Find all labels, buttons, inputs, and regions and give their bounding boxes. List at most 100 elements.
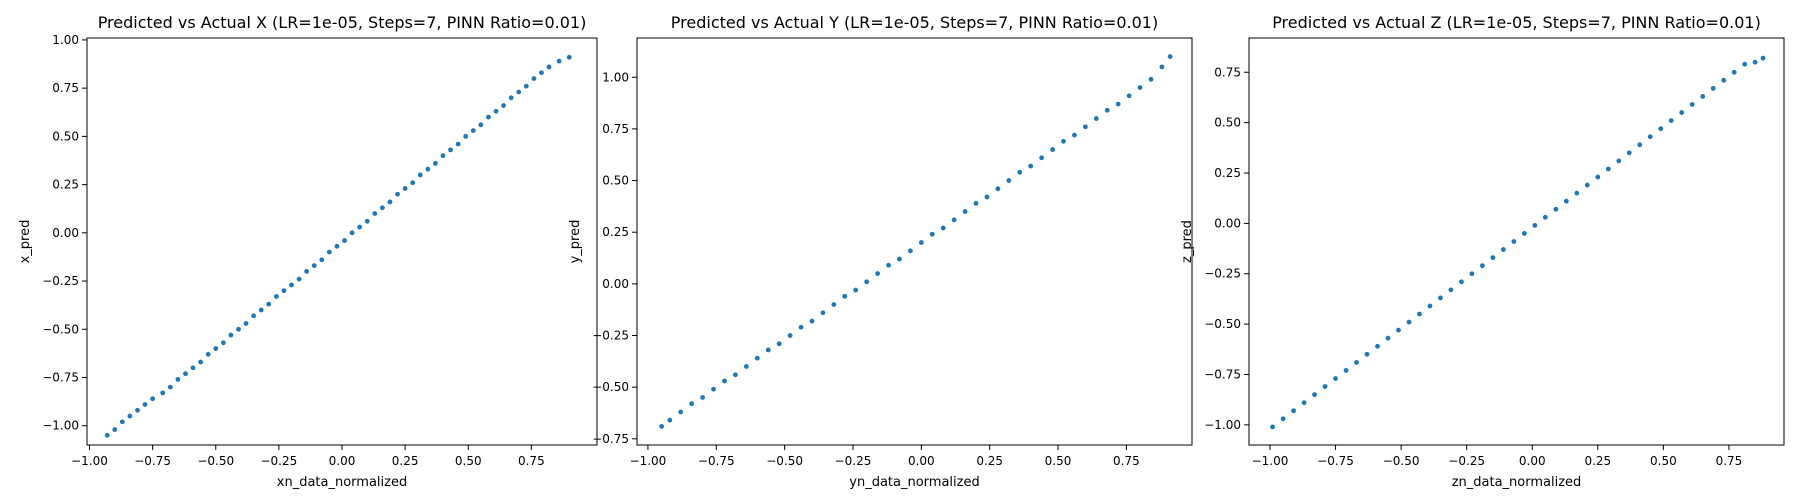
data-point	[1343, 368, 1349, 373]
data-point	[213, 346, 219, 351]
data-point	[951, 217, 957, 223]
data-point	[1333, 376, 1338, 381]
data-point	[1553, 206, 1559, 212]
data-point	[1280, 416, 1286, 422]
y-tick-label: −0.75	[592, 432, 629, 446]
y-tick-label: 1.00	[602, 70, 629, 84]
y-tick-label: −0.50	[1204, 317, 1241, 331]
data-point	[463, 133, 469, 139]
data-point	[1270, 424, 1275, 430]
data-point	[809, 318, 815, 324]
data-point	[448, 147, 453, 153]
data-point	[1427, 303, 1433, 309]
x-tick-label: −0.25	[835, 454, 872, 468]
x-tick-label: −0.75	[1317, 454, 1354, 468]
data-point	[1148, 76, 1154, 82]
x-tick-label: −0.50	[766, 454, 803, 468]
data-point	[319, 257, 325, 263]
data-point	[175, 377, 181, 382]
data-point	[733, 372, 738, 378]
data-point	[1490, 255, 1496, 261]
data-point	[372, 211, 378, 216]
data-point	[1438, 295, 1443, 301]
data-point	[1721, 77, 1727, 83]
y-axis-label: y_pred	[568, 220, 583, 264]
data-point	[486, 114, 491, 120]
x-tick-label: 0.50	[455, 454, 482, 468]
data-point	[357, 224, 363, 230]
data-point	[1396, 327, 1401, 333]
data-point	[326, 249, 332, 255]
data-point	[1312, 392, 1317, 398]
data-point	[478, 122, 484, 128]
plot-frame	[86, 37, 598, 446]
data-point	[1584, 182, 1590, 188]
data-point	[787, 333, 793, 338]
data-point	[236, 326, 241, 332]
data-point	[1542, 214, 1548, 220]
data-point	[1700, 94, 1706, 99]
data-point	[1406, 319, 1412, 325]
x-tick-label: 0.50	[1650, 454, 1677, 468]
y-tick-label: 1.00	[52, 33, 79, 47]
data-point	[470, 128, 476, 133]
data-point	[243, 321, 249, 326]
x-axis-label: zn_data_normalized	[1452, 475, 1582, 490]
y-tick-label: 0.50	[602, 174, 629, 188]
data-point	[1647, 134, 1653, 140]
data-point	[798, 324, 804, 330]
x-tick-label: −1.00	[1252, 454, 1289, 468]
chart-title: Predicted vs Actual Z (LR=1e-05, Steps=7…	[1272, 13, 1761, 32]
data-point	[228, 332, 234, 338]
data-point	[566, 54, 572, 60]
data-point	[1480, 263, 1485, 269]
data-point	[1469, 271, 1475, 277]
data-point	[425, 166, 431, 172]
data-point	[135, 407, 140, 413]
data-point	[1364, 351, 1370, 357]
data-point	[831, 302, 837, 307]
data-point	[962, 209, 968, 214]
data-point	[743, 364, 749, 369]
data-point	[493, 108, 499, 114]
data-point	[667, 417, 673, 423]
y-tick-label: −0.25	[42, 274, 79, 288]
y-tick-label: 0.00	[1214, 216, 1241, 230]
data-point	[711, 386, 716, 392]
subplot-2: Predicted vs Actual Y (LR=1e-05, Steps=7…	[568, 13, 1193, 490]
data-point	[508, 95, 514, 101]
x-axis-label: xn_data_normalized	[277, 475, 407, 490]
data-point	[380, 205, 385, 211]
data-point	[364, 218, 370, 224]
data-point	[440, 153, 446, 159]
data-point	[1028, 163, 1034, 169]
data-point	[897, 256, 902, 262]
y-tick-label: −0.25	[592, 329, 629, 343]
y-tick-label: 0.25	[52, 178, 79, 192]
data-point	[1658, 126, 1664, 132]
x-tick-label: −0.75	[698, 454, 735, 468]
x-tick-label: 0.25	[1584, 454, 1611, 468]
x-tick-label: 0.75	[1113, 454, 1140, 468]
data-point	[539, 70, 544, 76]
x-tick-label: −0.50	[1383, 454, 1420, 468]
data-point	[273, 294, 279, 299]
data-point	[1459, 279, 1464, 285]
data-point	[205, 351, 211, 357]
y-tick-label: 0.50	[52, 129, 79, 143]
y-tick-label: −1.00	[42, 419, 79, 433]
data-point	[1752, 59, 1758, 65]
data-point	[523, 83, 529, 89]
data-point	[700, 395, 706, 400]
data-point	[1375, 343, 1380, 349]
data-point	[296, 276, 302, 282]
data-point	[1417, 311, 1422, 317]
x-tick-label: −1.00	[630, 454, 667, 468]
data-point	[1532, 222, 1538, 228]
data-point	[1710, 85, 1716, 91]
data-point	[1115, 101, 1121, 107]
data-point	[754, 355, 760, 361]
data-point	[281, 288, 287, 294]
data-point	[1574, 190, 1580, 196]
